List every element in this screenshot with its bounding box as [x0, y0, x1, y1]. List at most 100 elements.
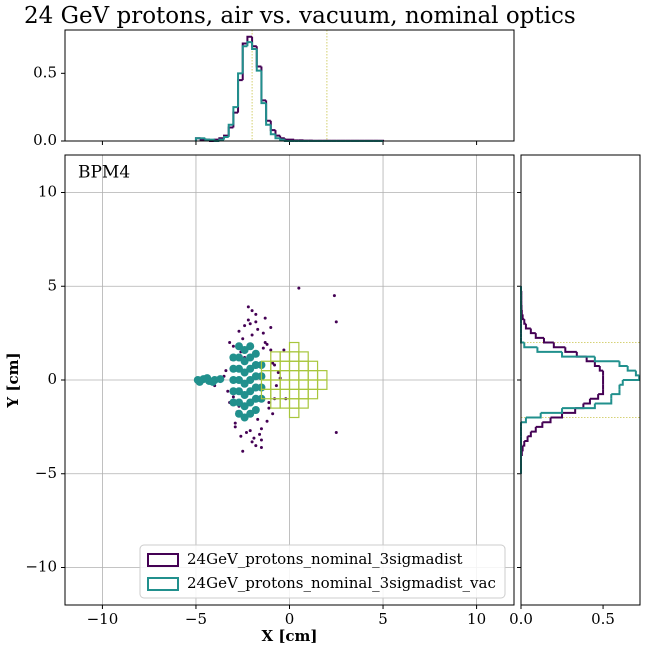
bin-box — [288, 398, 300, 409]
histogram-step — [194, 137, 201, 141]
histogram-step — [529, 328, 536, 335]
plot-frame — [64, 154, 515, 606]
scatter-point — [251, 383, 260, 392]
bin-box — [298, 379, 309, 390]
histogram-step — [618, 361, 628, 367]
scatter-point — [244, 431, 248, 434]
histogram-step — [279, 135, 285, 140]
histogram-step — [536, 347, 563, 353]
scatter-point — [229, 376, 238, 384]
legend-label: 24GeV_protons_nominal_3sigmadist — [187, 550, 463, 568]
histogram-step — [540, 408, 564, 414]
scatter-point — [271, 361, 275, 365]
histogram-step — [530, 426, 537, 433]
scatter-point — [248, 322, 252, 326]
scatter-point — [231, 344, 235, 348]
histogram-step — [562, 408, 577, 414]
histogram-step — [525, 412, 542, 419]
histogram-step — [251, 42, 257, 50]
histogram-step — [260, 70, 267, 105]
bin-box — [279, 351, 291, 362]
y-tick-label: −10 — [25, 558, 57, 576]
scatter-point — [203, 374, 212, 383]
scatter-point — [246, 398, 255, 407]
scatter-point — [259, 438, 263, 442]
y-tick-label: 0.5 — [33, 63, 57, 81]
scatter-point — [246, 318, 250, 322]
scatter-point — [297, 286, 301, 290]
scatter-point — [254, 320, 258, 324]
histogram-step — [523, 319, 526, 325]
histogram-step — [589, 394, 600, 400]
bin-box — [288, 388, 300, 400]
scatter-point — [229, 364, 238, 373]
legend-label: 24GeV_protons_nominal_3sigmadist_vac — [187, 574, 496, 592]
scatter-point — [267, 401, 271, 404]
bin-box — [288, 379, 300, 390]
scatter-point — [208, 377, 217, 386]
bin-box — [298, 398, 309, 409]
x-tick-label: −10 — [87, 610, 119, 628]
y-tick-label: 5 — [47, 276, 57, 294]
scatter-point — [256, 417, 260, 421]
histogram-step — [527, 431, 532, 438]
legend-swatch — [147, 577, 179, 591]
scatter-point — [263, 341, 267, 344]
scatter-point — [251, 361, 260, 369]
scatter-point — [233, 421, 237, 425]
scatter-point — [246, 409, 255, 418]
scatter-point — [240, 402, 249, 411]
scatter-point — [240, 357, 249, 366]
histogram-step — [585, 356, 595, 363]
scatter-point — [239, 434, 243, 438]
histogram-step — [561, 351, 595, 358]
bin-box — [279, 360, 291, 372]
histogram-step — [521, 417, 527, 424]
bin-box — [270, 351, 281, 362]
scatter-point — [240, 346, 249, 354]
scatter-point — [334, 320, 338, 324]
histogram-step — [246, 41, 253, 47]
histogram-step — [626, 365, 636, 372]
scatter-point — [231, 395, 235, 399]
histogram-step — [223, 135, 229, 140]
scatter-point — [258, 432, 262, 436]
scatter-point — [224, 369, 228, 373]
x-tick-label: −5 — [185, 610, 207, 628]
scatter-point — [246, 305, 250, 309]
x-axis-label: X [cm] — [261, 627, 317, 645]
bin-box — [288, 351, 300, 362]
scatter-point — [234, 364, 243, 373]
scatter-point — [265, 419, 269, 423]
scatter-point — [237, 329, 241, 333]
x-tick-label: 10 — [467, 610, 486, 628]
histogram-step — [550, 412, 564, 419]
scatter-point — [271, 412, 275, 416]
histogram-step — [232, 106, 239, 125]
histogram-step — [611, 389, 621, 396]
annotation: BPM4 — [78, 163, 130, 183]
scatter-point — [233, 425, 237, 429]
scatter-point — [241, 337, 245, 341]
histogram-step — [274, 134, 281, 140]
y-tick-label: −5 — [35, 464, 57, 482]
scatter-point — [334, 431, 338, 434]
scatter-point — [234, 353, 243, 362]
x-tick-label: 0.0 — [509, 610, 533, 628]
histogram-step — [522, 440, 526, 447]
bin-box — [270, 388, 281, 400]
chart-title: 24 GeV protons, air vs. vacuum, nominal … — [24, 3, 576, 29]
scatter-point — [229, 398, 238, 407]
histogram-step — [237, 72, 243, 108]
scatter-point — [246, 342, 255, 351]
scatter-point — [276, 371, 280, 374]
scatter-point — [229, 353, 238, 362]
scatter-point — [263, 316, 267, 320]
scatter-point — [241, 449, 245, 453]
y-axis-label: Y [cm] — [4, 352, 22, 408]
scatter-point — [246, 353, 255, 362]
scatter-point — [234, 342, 243, 351]
bin-box — [288, 360, 300, 372]
scatter-point — [261, 346, 265, 350]
